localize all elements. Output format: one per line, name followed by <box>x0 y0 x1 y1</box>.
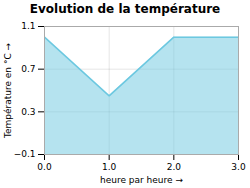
svg-text:2.0: 2.0 <box>167 162 182 172</box>
svg-text:0.7: 0.7 <box>21 64 35 74</box>
svg-text:Température en °C →: Température en °C → <box>3 42 13 139</box>
svg-text:heure par heure →: heure par heure → <box>100 175 183 185</box>
svg-text:1.0: 1.0 <box>102 162 117 172</box>
svg-text:0.0: 0.0 <box>37 162 52 172</box>
svg-text:0.3: 0.3 <box>21 107 35 117</box>
html-text:Evolution de la température: Evolution de la température <box>29 2 221 16</box>
svg-text:−0.1: −0.1 <box>14 149 36 159</box>
svg-text:1.1: 1.1 <box>21 21 35 31</box>
svg-text:3.0: 3.0 <box>231 162 246 172</box>
